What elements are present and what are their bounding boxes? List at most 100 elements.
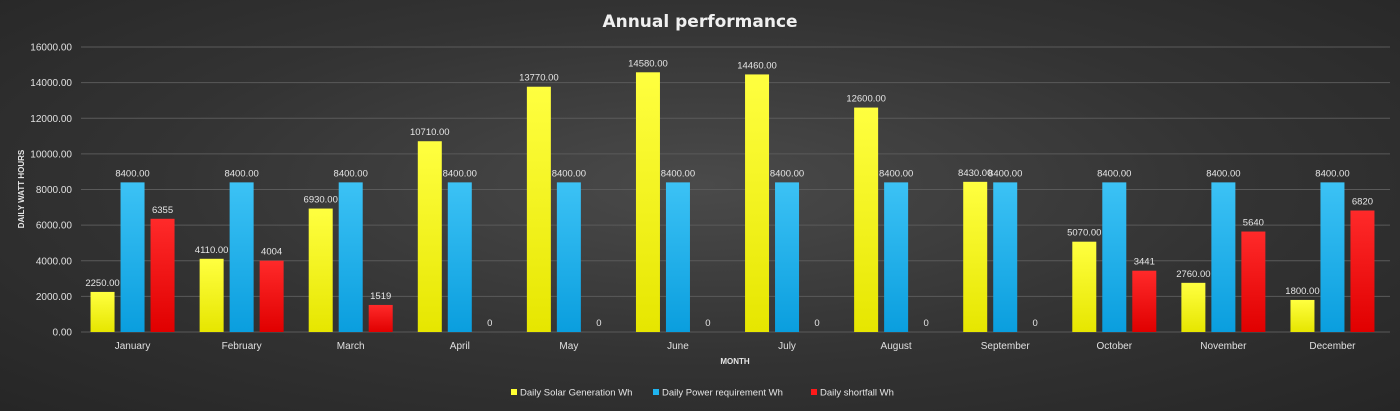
y-tick-label: 0.00 xyxy=(53,328,73,339)
data-label-power-requirement: 8400.00 xyxy=(1097,168,1131,179)
bar-solar-generation-july xyxy=(745,74,770,333)
data-label-solar-generation: 10710.00 xyxy=(410,127,450,138)
bar-power-requirement-august xyxy=(884,182,909,332)
y-axis-title: DAILY WATT HOURS xyxy=(17,149,26,228)
data-label-power-requirement: 8400.00 xyxy=(552,168,586,179)
x-tick-label: November xyxy=(1200,341,1247,352)
bars xyxy=(90,72,1375,333)
data-label-solar-generation: 2250.00 xyxy=(85,278,119,289)
data-label-shortfall: 0 xyxy=(705,318,710,329)
y-tick-label: 10000.00 xyxy=(30,149,72,160)
bar-solar-generation-june xyxy=(635,72,660,332)
bar-solar-generation-september xyxy=(963,181,988,332)
y-tick-label: 6000.00 xyxy=(36,221,73,232)
bar-solar-generation-august xyxy=(854,107,879,332)
data-label-solar-generation: 2760.00 xyxy=(1176,269,1210,280)
data-label-shortfall: 0 xyxy=(923,318,928,329)
x-tick-label: September xyxy=(981,341,1031,352)
x-tick-label: January xyxy=(115,341,151,352)
data-label-power-requirement: 8400.00 xyxy=(224,168,258,179)
data-label-solar-generation: 14460.00 xyxy=(737,60,777,71)
bar-power-requirement-june xyxy=(665,182,690,332)
data-label-solar-generation: 13770.00 xyxy=(519,73,559,84)
bar-shortfall-october xyxy=(1132,270,1157,332)
x-tick-label: July xyxy=(778,341,796,352)
data-label-solar-generation: 4110.00 xyxy=(195,245,229,256)
legend-label-shortfall: Daily shortfall Wh xyxy=(820,388,894,399)
data-label-power-requirement: 8400.00 xyxy=(661,168,695,179)
x-tick-label: December xyxy=(1309,341,1356,352)
bar-shortfall-february xyxy=(259,260,284,332)
x-tick-label: February xyxy=(222,341,262,352)
data-label-power-requirement: 8400.00 xyxy=(1315,168,1349,179)
bar-power-requirement-november xyxy=(1211,182,1236,332)
legend-swatch-shortfall xyxy=(811,389,817,395)
x-tick-label: March xyxy=(337,341,365,352)
bar-solar-generation-april xyxy=(417,141,442,332)
data-label-solar-generation: 14580.00 xyxy=(628,58,668,69)
x-axis-categories: January February March April May June July Augu… xyxy=(115,341,1356,352)
data-label-solar-generation: 6930.00 xyxy=(304,195,338,206)
bar-power-requirement-october xyxy=(1102,182,1127,332)
data-label-shortfall: 0 xyxy=(596,318,601,329)
data-label-shortfall: 6820 xyxy=(1352,197,1373,208)
bar-power-requirement-september xyxy=(993,182,1018,332)
x-tick-label: April xyxy=(450,341,470,352)
bar-shortfall-march xyxy=(368,304,393,332)
bar-power-requirement-july xyxy=(775,182,800,332)
bar-power-requirement-december xyxy=(1320,182,1345,332)
data-label-shortfall: 6355 xyxy=(152,205,173,216)
data-label-shortfall: 0 xyxy=(814,318,819,329)
bar-solar-generation-february xyxy=(199,258,224,332)
bar-shortfall-december xyxy=(1350,210,1375,332)
bar-solar-generation-november xyxy=(1181,282,1206,332)
legend-swatch-solar-generation xyxy=(511,389,517,395)
x-tick-label: August xyxy=(881,341,912,352)
bar-solar-generation-may xyxy=(526,86,551,332)
legend-label-solar-generation: Daily Solar Generation Wh xyxy=(520,388,632,399)
data-label-power-requirement: 8400.00 xyxy=(988,168,1022,179)
data-label-shortfall: 0 xyxy=(1033,318,1038,329)
gridlines xyxy=(81,46,1390,333)
bar-solar-generation-october xyxy=(1072,241,1097,332)
data-label-power-requirement: 8400.00 xyxy=(770,168,804,179)
y-tick-label: 4000.00 xyxy=(36,256,73,267)
data-label-shortfall: 0 xyxy=(487,318,492,329)
y-tick-label: 2000.00 xyxy=(36,292,73,303)
bar-power-requirement-march xyxy=(338,182,363,332)
bar-solar-generation-december xyxy=(1290,299,1315,332)
data-labels: 2250.00 8400.00 6355 4110.00 8400.00 4004 6930… xyxy=(85,58,1373,329)
legend-label-power-requirement: Daily Power requirement Wh xyxy=(662,388,783,399)
legend: Daily Solar Generation Wh Daily Power req… xyxy=(511,388,894,399)
bar-power-requirement-february xyxy=(229,182,254,332)
y-tick-label: 8000.00 xyxy=(36,185,73,196)
x-axis-title: MONTH xyxy=(720,357,750,366)
bar-power-requirement-january xyxy=(120,182,145,332)
bar-shortfall-november xyxy=(1241,231,1266,332)
data-label-power-requirement: 8400.00 xyxy=(334,168,368,179)
data-label-power-requirement: 8400.00 xyxy=(443,168,477,179)
y-tick-label: 14000.00 xyxy=(30,78,72,89)
legend-swatch-power-requirement xyxy=(653,389,659,395)
bar-power-requirement-april xyxy=(447,182,472,332)
x-tick-label: October xyxy=(1097,341,1133,352)
data-label-shortfall: 1519 xyxy=(370,291,391,302)
data-label-shortfall: 4004 xyxy=(261,247,282,258)
data-label-shortfall: 5640 xyxy=(1243,218,1264,229)
data-label-shortfall: 3441 xyxy=(1134,257,1155,268)
y-tick-label: 16000.00 xyxy=(30,43,72,54)
x-tick-label: June xyxy=(667,341,689,352)
data-label-solar-generation: 1800.00 xyxy=(1285,286,1319,297)
y-axis-ticks: 0.00 2000.00 4000.00 6000.00 8000.00 10000.00… xyxy=(30,43,72,339)
bar-power-requirement-may xyxy=(556,182,581,332)
data-label-solar-generation: 12600.00 xyxy=(846,94,886,105)
data-label-power-requirement: 8400.00 xyxy=(879,168,913,179)
data-label-power-requirement: 8400.00 xyxy=(115,168,149,179)
y-tick-label: 12000.00 xyxy=(30,114,72,125)
x-tick-label: May xyxy=(559,341,578,352)
chart-title: Annual performance xyxy=(602,12,797,32)
bar-solar-generation-march xyxy=(308,208,333,332)
data-label-solar-generation: 8430.00 xyxy=(958,168,992,179)
data-label-power-requirement: 8400.00 xyxy=(1206,168,1240,179)
